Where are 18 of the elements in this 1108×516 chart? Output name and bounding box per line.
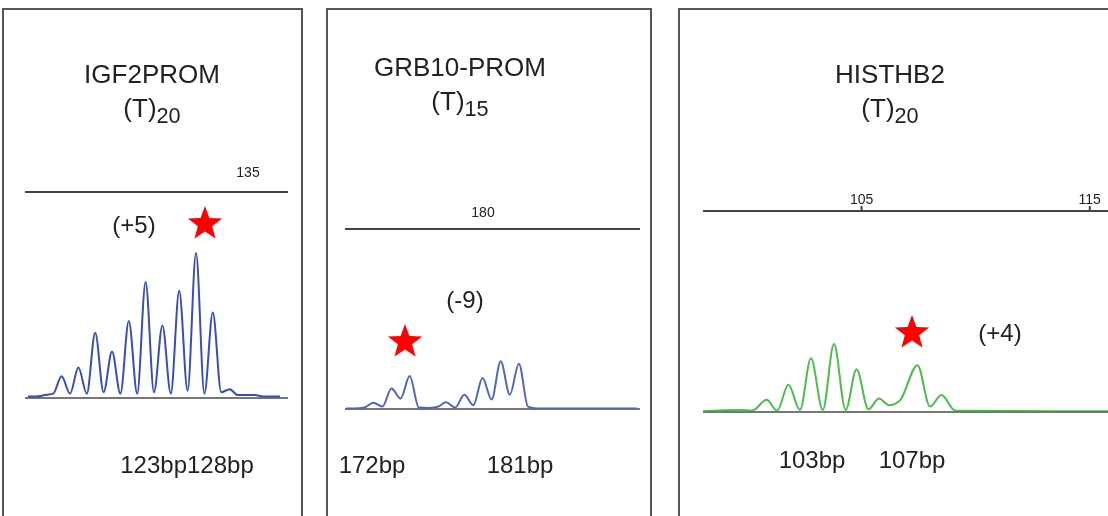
text: 181bp	[485, 451, 555, 480]
text: 180	[470, 203, 496, 220]
chart-title: HISTHB2	[834, 59, 946, 90]
text: (+5)	[111, 211, 157, 240]
chart-subtitle: (T)$_{20}$	[860, 93, 920, 130]
text: 172bp	[337, 451, 407, 480]
chart-title: GRB10-PROM	[373, 52, 547, 83]
text: (-9)	[445, 286, 485, 315]
chart-subtitle: (T)$_{20}$	[122, 93, 182, 130]
x-tick-label: 105	[849, 191, 874, 207]
x-tick-label: 115	[1078, 191, 1102, 207]
text: 103bp	[778, 446, 846, 474]
chart-subtitle: (T)$_{15}$	[430, 86, 490, 123]
text: 123bp128bp	[119, 451, 255, 480]
text: 107bp	[878, 446, 946, 474]
text: 135	[235, 163, 261, 180]
annotation: (+4)	[977, 319, 1023, 348]
chart-title: IGF2PROM	[83, 59, 221, 90]
